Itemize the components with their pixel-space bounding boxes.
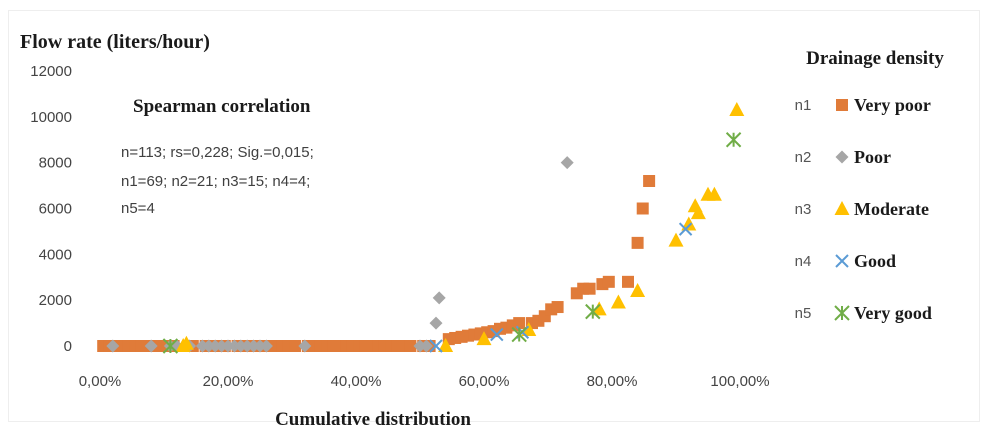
y-tick-label: 2000 (39, 292, 72, 309)
x-tick-labels: 0,00% 20,00% 40,00% 60,00% 80,00% 100,00% (79, 373, 770, 390)
x-tick-label: 100,00% (710, 373, 769, 390)
point-n1 (289, 340, 302, 352)
point-n1 (551, 301, 564, 314)
y-tick-label: 0 (64, 338, 72, 355)
y-tick-labels: 0 2000 4000 6000 8000 10000 12000 (30, 63, 72, 355)
legend-label: Very good (854, 303, 932, 323)
x-tick-label: 40,00% (331, 373, 382, 390)
point-n3 (438, 338, 454, 352)
legend-label: Poor (854, 147, 891, 167)
y-tick-label: 10000 (30, 109, 72, 126)
point-n1 (116, 340, 129, 352)
series-n1 (97, 175, 656, 352)
legend-item-n4: n4 Good (795, 251, 896, 271)
legend-code: n2 (795, 149, 812, 166)
annotation-line-2: n1=69; n2=21; n3=15; n4=4; (121, 173, 310, 190)
legend-label: Very poor (854, 95, 931, 115)
point-n3 (706, 186, 722, 201)
point-n2 (144, 339, 158, 353)
data-points (97, 101, 745, 354)
legend: Drainage density n1 Very poor n2 Poor n3 Mode… (795, 48, 945, 323)
point-n4 (429, 339, 443, 353)
y-axis-title: Flow rate (liters/hour) (20, 31, 210, 53)
point-n1 (602, 275, 615, 288)
point-n2 (298, 339, 312, 353)
point-n2 (560, 156, 574, 170)
x-tick-label: 80,00% (587, 373, 638, 390)
legend-marker-n3 (834, 201, 850, 215)
point-n5 (162, 338, 179, 354)
point-n1 (636, 202, 649, 215)
point-n3 (668, 232, 684, 247)
point-n1 (583, 282, 596, 295)
annotation-line-3: n5=4 (121, 200, 155, 217)
legend-marker-n5 (834, 305, 850, 321)
point-n2 (259, 339, 273, 353)
point-n3 (729, 101, 745, 116)
y-tick-label: 8000 (39, 155, 72, 172)
y-tick-label: 6000 (39, 201, 72, 218)
point-n3 (591, 301, 607, 316)
x-tick-label: 0,00% (79, 373, 122, 390)
legend-label: Moderate (854, 199, 929, 219)
legend-marker-n4 (835, 254, 849, 268)
y-tick-label: 4000 (39, 246, 72, 263)
point-n3 (178, 335, 194, 350)
point-n3 (476, 331, 492, 346)
legend-code: n1 (795, 97, 812, 114)
legend-item-n1: n1 Very poor (795, 95, 931, 115)
point-n2 (432, 291, 446, 305)
point-n2 (419, 339, 433, 353)
point-n3 (630, 283, 646, 297)
point-n4 (678, 222, 693, 236)
legend-label: Good (854, 251, 896, 271)
point-n3 (690, 205, 706, 220)
legend-item-n2: n2 Poor (795, 147, 891, 167)
legend-item-n3: n3 Moderate (795, 199, 929, 219)
point-n3 (610, 294, 626, 309)
legend-title: Drainage density (806, 48, 944, 69)
point-n1 (622, 275, 634, 288)
legend-code: n5 (795, 305, 812, 322)
series-n3 (175, 101, 745, 352)
x-axis-title: Cumulative distribution (275, 409, 471, 430)
point-n4 (490, 327, 504, 342)
point-n3 (521, 321, 537, 336)
point-n1 (643, 175, 656, 187)
annotation-line-1: n=113; rs=0,228; Sig.=0,015; (121, 144, 314, 161)
legend-code: n4 (795, 253, 812, 270)
legend-item-n5: n5 Very good (795, 303, 932, 323)
legend-marker-n2 (835, 150, 849, 164)
x-tick-label: 60,00% (459, 373, 510, 390)
legend-code: n3 (795, 201, 812, 218)
point-n3 (681, 216, 697, 231)
legend-marker-n1 (836, 99, 848, 111)
annotation-box: Spearman correlation n=113; rs=0,228; Si… (121, 96, 314, 217)
x-tick-label: 20,00% (203, 373, 254, 390)
point-n5 (511, 326, 527, 343)
series-n5 (162, 132, 742, 354)
point-n1 (404, 340, 417, 352)
series-n2 (106, 156, 574, 353)
y-tick-label: 12000 (30, 63, 72, 80)
annotation-title: Spearman correlation (133, 96, 311, 117)
point-n1 (513, 317, 526, 330)
point-n2 (429, 316, 443, 330)
point-n1 (631, 236, 644, 249)
point-n5 (725, 132, 742, 148)
point-n5 (585, 303, 601, 320)
point-n2 (106, 339, 120, 353)
